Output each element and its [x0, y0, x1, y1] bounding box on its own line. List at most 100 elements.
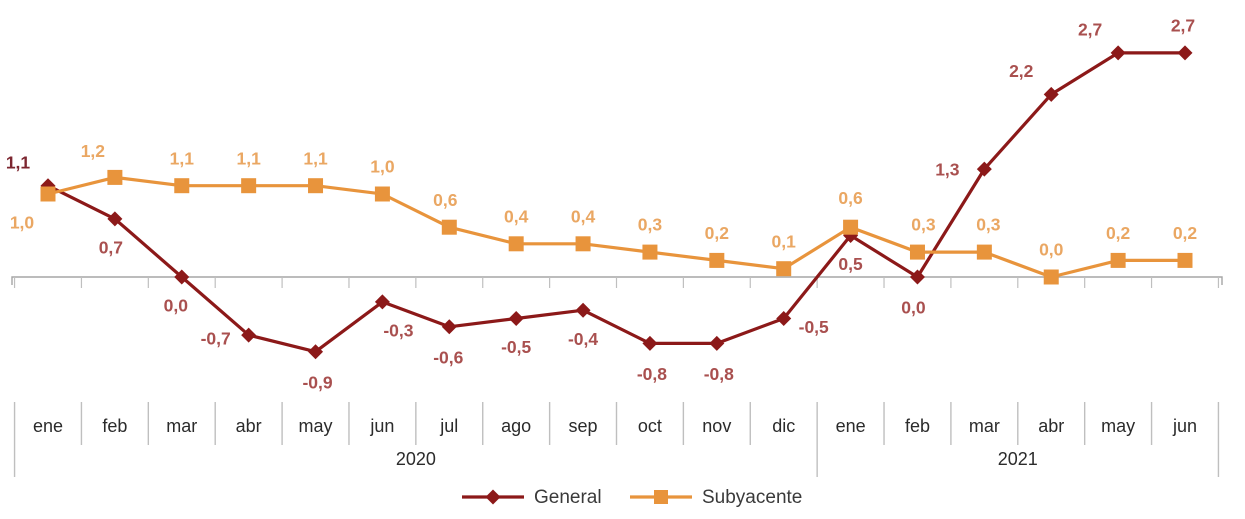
x-axis-month-label: abr: [236, 416, 262, 436]
data-label-subyacente: 0,6: [433, 190, 458, 210]
data-point-subyacente: [776, 261, 792, 277]
legend-label-general[interactable]: General: [534, 487, 602, 508]
data-point-subyacente: [374, 186, 390, 202]
legend-marker-subyacente: [654, 490, 668, 504]
data-point-general: [575, 302, 591, 318]
data-label-general: 0,0: [901, 298, 926, 318]
data-label-subyacente: 0,1: [772, 231, 797, 251]
legend-marker-general: [485, 489, 501, 505]
data-label-subyacente: 1,1: [236, 148, 261, 168]
data-label-general: 1,3: [935, 160, 960, 180]
data-point-general: [1043, 86, 1059, 102]
data-label-subyacente: 1,1: [303, 148, 328, 168]
x-axis-month-label: may: [1101, 416, 1135, 436]
x-axis-month-label: ene: [33, 416, 63, 436]
data-point-general: [174, 269, 190, 285]
data-point-subyacente: [709, 252, 725, 268]
data-label-subyacente: 0,3: [911, 215, 936, 235]
data-label-general: 2,7: [1171, 16, 1195, 36]
data-point-subyacente: [976, 244, 992, 260]
data-label-general: 0,7: [99, 238, 123, 258]
data-point-subyacente: [508, 236, 524, 252]
data-label-general: -0,8: [637, 364, 667, 384]
data-label-general: -0,5: [501, 337, 531, 357]
data-point-subyacente: [308, 178, 324, 194]
data-point-general: [642, 335, 658, 351]
data-point-general: [374, 294, 390, 310]
data-point-general: [976, 161, 992, 177]
x-axis-month-label: dic: [772, 416, 795, 436]
x-axis-year-label: 2020: [396, 449, 436, 469]
data-point-subyacente: [241, 178, 257, 194]
data-label-subyacente: 0,3: [976, 215, 1001, 235]
data-label-subyacente: 0,0: [1039, 240, 1064, 260]
data-point-general: [1177, 45, 1193, 61]
x-axis-month-label: may: [299, 416, 333, 436]
x-axis-month-label: nov: [702, 416, 731, 436]
data-point-general: [107, 211, 123, 227]
data-label-general: -0,6: [433, 347, 463, 367]
data-label-subyacente: 0,4: [571, 206, 596, 226]
x-axis-year-label: 2021: [998, 449, 1038, 469]
data-label-subyacente: 0,2: [705, 223, 730, 243]
data-label-subyacente: 0,2: [1173, 223, 1198, 243]
data-point-subyacente: [1177, 252, 1193, 268]
data-label-general: 2,2: [1009, 61, 1034, 81]
data-point-general: [308, 344, 324, 360]
x-axis-month-label: jul: [439, 416, 458, 436]
data-label-general: -0,3: [383, 321, 413, 341]
x-axis-month-label: ago: [501, 416, 531, 436]
series-layer: [40, 45, 1193, 360]
x-axis-month-label: mar: [969, 416, 1000, 436]
data-point-general: [441, 319, 457, 335]
data-label-general: -0,4: [568, 329, 598, 349]
axis-layer: [11, 276, 1223, 288]
x-axis-month-label: mar: [166, 416, 197, 436]
data-point-general: [709, 335, 725, 351]
data-label-general: 0,5: [838, 254, 863, 274]
x-axis-labels: ene feb mar abr may jun jul ago sep oct nov dic ene f…: [13, 402, 1220, 477]
data-label-subyacente: 1,0: [370, 157, 395, 177]
data-label-general: -0,7: [201, 329, 231, 349]
x-axis-month-label: jun: [1172, 416, 1197, 436]
data-point-subyacente: [107, 169, 123, 185]
data-label-general: 1,1: [6, 152, 31, 172]
data-point-general: [508, 311, 524, 326]
x-axis-month-label: oct: [638, 416, 662, 436]
data-label-general: 0,0: [164, 296, 189, 316]
legend-label-subyacente[interactable]: Subyacente: [702, 487, 802, 508]
data-label-subyacente: 0,6: [838, 188, 863, 208]
data-label-subyacente: 0,2: [1106, 223, 1131, 243]
data-label-general: 2,7: [1078, 20, 1102, 40]
data-point-subyacente: [40, 186, 56, 202]
data-label-general: -0,9: [302, 372, 332, 392]
data-point-general: [1110, 45, 1126, 61]
data-point-subyacente: [1110, 252, 1126, 268]
series-line-subyacente: [46, 175, 1187, 279]
data-point-subyacente: [909, 244, 925, 260]
data-point-general: [909, 269, 925, 285]
data-point-subyacente: [1043, 269, 1059, 285]
chart-legend: General Subyacente: [462, 487, 802, 508]
x-axis-month-label: abr: [1038, 416, 1064, 436]
data-label-general: -0,5: [799, 317, 829, 337]
data-label-subyacente: 0,3: [638, 215, 663, 235]
x-axis-month-label: ene: [836, 416, 866, 436]
data-label-subyacente: 1,0: [10, 213, 35, 233]
x-axis-month-label: feb: [905, 416, 930, 436]
data-label-general: -0,8: [704, 364, 734, 384]
data-point-subyacente: [441, 219, 457, 235]
data-label-subyacente: 1,2: [81, 141, 106, 161]
data-point-subyacente: [642, 244, 658, 260]
data-point-subyacente: [575, 236, 591, 252]
x-axis-month-label: jun: [369, 416, 394, 436]
data-label-subyacente: 0,4: [504, 206, 529, 226]
data-label-subyacente: 1,1: [170, 148, 195, 168]
data-labels-layer: 1,1 0,7 0,0 -0,7 -0,9 -0,3 -0,6 -0,5 -0,4 -0,8 -0,…: [6, 16, 1198, 393]
x-axis-month-label: sep: [569, 416, 598, 436]
series-line-general: [46, 51, 1187, 354]
data-point-subyacente: [843, 219, 859, 235]
data-point-subyacente: [174, 178, 190, 194]
